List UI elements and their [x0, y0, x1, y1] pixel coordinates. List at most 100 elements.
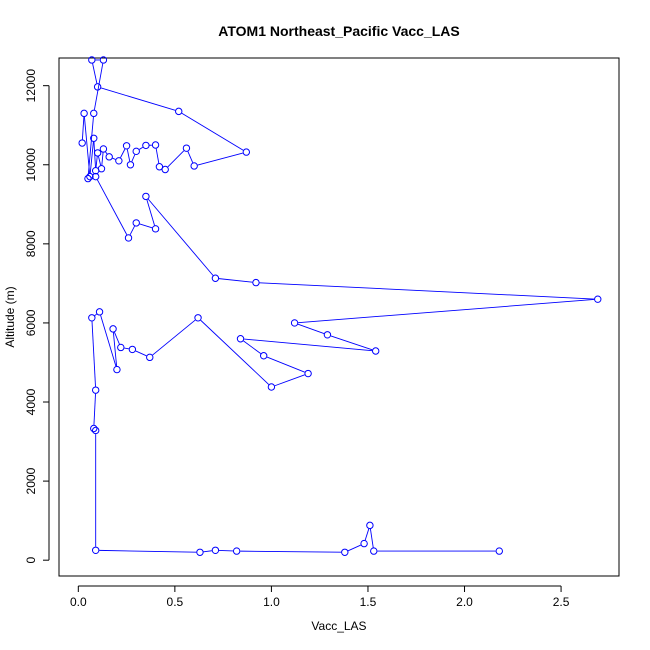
data-point [124, 234, 133, 242]
data-point [290, 319, 299, 327]
series-segment [146, 199, 155, 226]
series-segment [297, 323, 325, 334]
data-point [175, 107, 183, 116]
series-segment [87, 116, 94, 176]
x-tick-label: 2.0 [456, 595, 473, 609]
series-segment [139, 223, 153, 229]
data-point [113, 365, 121, 374]
data-point [86, 172, 94, 181]
plot-area-frame [58, 57, 620, 577]
series-segment [147, 198, 214, 276]
x-tick-label: 1.5 [360, 595, 377, 609]
data-point [341, 548, 349, 556]
series-segment [298, 299, 595, 324]
data-point [232, 547, 241, 555]
data-point [105, 153, 113, 161]
x-tick-label: 1.0 [263, 595, 280, 609]
data-point [194, 314, 202, 322]
y-tick-label: 2000 [24, 467, 38, 494]
data-point [495, 547, 503, 555]
y-axis-label: Altitude (m) [3, 286, 17, 347]
data-point [370, 547, 378, 555]
x-tick-label: 0.0 [70, 595, 87, 609]
data-point [78, 139, 86, 147]
series-segment [93, 393, 96, 425]
series-segment [96, 179, 128, 235]
data-point [80, 109, 88, 118]
series-segment [112, 157, 116, 160]
data-point [93, 83, 102, 91]
data-point [182, 144, 191, 152]
data-point [252, 278, 260, 287]
data-point [267, 383, 276, 391]
series-segment [131, 154, 136, 162]
series-segment [81, 116, 85, 140]
data-point [117, 343, 125, 352]
series-segment [218, 278, 253, 283]
series-segment [266, 356, 305, 373]
data-point [146, 353, 154, 362]
data-point [259, 352, 268, 360]
data-point [211, 274, 220, 282]
series-segment [152, 319, 196, 356]
series-segment [100, 87, 176, 111]
series-points [78, 56, 602, 556]
series-segment [167, 150, 185, 168]
series-segment [203, 550, 212, 553]
data-point [90, 134, 98, 142]
x-tick-label: 0.5 [167, 595, 184, 609]
series-segment [120, 148, 126, 158]
data-point [99, 56, 108, 64]
y-tick-label: 4000 [24, 388, 38, 415]
data-point [236, 335, 245, 343]
data-point [97, 165, 106, 173]
series-segment [126, 149, 131, 162]
y-axis: 0 2000 4000 6000 8000 10000 12000 [24, 69, 50, 564]
data-point [366, 521, 374, 530]
data-point [151, 141, 160, 149]
series-segment [114, 332, 120, 345]
series-segment [259, 282, 595, 300]
series-segment [139, 146, 144, 150]
series-segment [347, 544, 362, 552]
data-point [196, 548, 204, 556]
series-segment [94, 313, 97, 316]
series-segment [91, 321, 96, 387]
series-segment [364, 528, 370, 541]
data-point [161, 165, 169, 174]
data-point [242, 148, 251, 156]
data-point [90, 109, 98, 118]
series-segment [89, 141, 94, 174]
data-point [323, 331, 332, 339]
data-point [93, 149, 102, 157]
x-tick-label: 2.5 [553, 595, 570, 609]
series-segment [135, 350, 147, 357]
data-point [190, 162, 198, 170]
data-point [99, 145, 108, 153]
data-point [142, 141, 150, 150]
data-point [126, 161, 135, 169]
data-point [95, 308, 104, 316]
data-point [304, 369, 312, 378]
series-segment [244, 338, 373, 352]
data-point [594, 295, 602, 303]
data-point [211, 546, 220, 554]
series-segment [124, 347, 129, 350]
series-segment [129, 225, 135, 235]
y-tick-label: 8000 [24, 230, 38, 257]
series-lines [81, 59, 595, 553]
y-tick-label: 0 [24, 557, 38, 564]
data-point [155, 163, 164, 171]
series-segment [243, 340, 262, 354]
data-point [91, 546, 100, 554]
data-point [88, 314, 96, 322]
data-point [90, 424, 98, 433]
data-point [91, 386, 100, 394]
data-point [115, 157, 123, 165]
series-segment [197, 152, 243, 166]
data-point [132, 147, 140, 156]
y-tick-label: 6000 [24, 309, 38, 336]
data-point [122, 142, 131, 150]
